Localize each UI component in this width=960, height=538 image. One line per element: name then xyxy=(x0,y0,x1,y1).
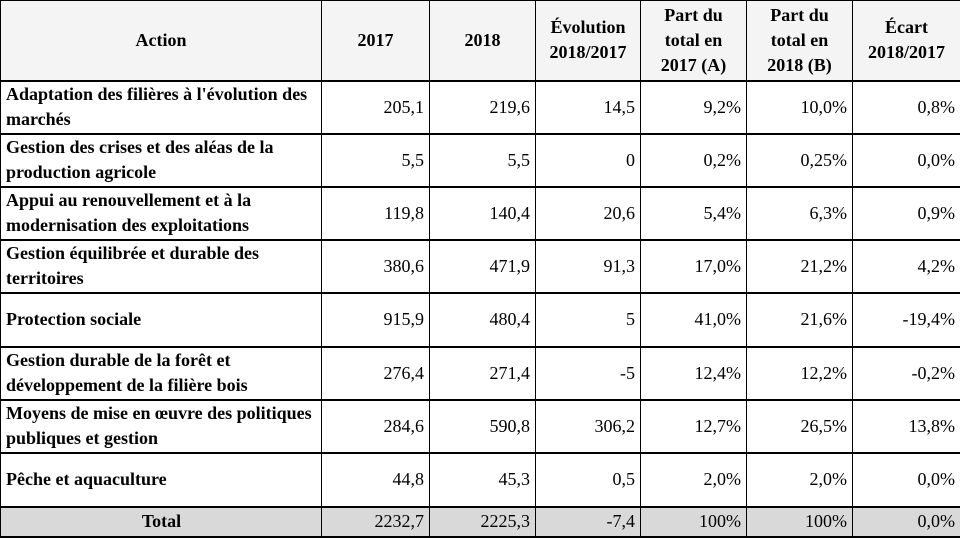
cell-value-2018: 219,6 xyxy=(430,81,536,134)
cell-value-2017: 380,6 xyxy=(322,240,430,293)
header-evolution: Évolution 2018/2017 xyxy=(536,1,641,81)
cell-ecart: -19,4% xyxy=(853,293,960,347)
total-value-2018: 2225,3 xyxy=(430,507,536,537)
cell-part-2017: 12,7% xyxy=(641,400,747,453)
total-ecart: 0,0% xyxy=(853,507,960,537)
header-ecart: Écart 2018/2017 xyxy=(853,1,960,81)
cell-evolution: 0,5 xyxy=(536,453,641,507)
total-part-2018: 100% xyxy=(747,507,853,537)
table-row: Appui au renouvellement et à la modernis… xyxy=(1,187,960,240)
header-part-2018: Part du total en 2018 (B) xyxy=(747,1,853,81)
total-value-2017: 2232,7 xyxy=(322,507,430,537)
header-2018: 2018 xyxy=(430,1,536,81)
table-row: Adaptation des filières à l'évolution de… xyxy=(1,81,960,134)
cell-value-2017: 119,8 xyxy=(322,187,430,240)
cell-ecart: 0,0% xyxy=(853,453,960,507)
cell-value-2017: 5,5 xyxy=(322,134,430,187)
cell-ecart: 0,0% xyxy=(853,134,960,187)
cell-value-2018: 140,4 xyxy=(430,187,536,240)
cell-value-2018: 271,4 xyxy=(430,347,536,400)
cell-value-2018: 45,3 xyxy=(430,453,536,507)
table-row: Gestion des crises et des aléas de la pr… xyxy=(1,134,960,187)
cell-part-2018: 6,3% xyxy=(747,187,853,240)
cell-part-2017: 41,0% xyxy=(641,293,747,347)
cell-action: Pêche et aquaculture xyxy=(1,453,322,507)
cell-ecart: 0,9% xyxy=(853,187,960,240)
cell-ecart: -0,2% xyxy=(853,347,960,400)
table-row: Gestion équilibrée et durable des territ… xyxy=(1,240,960,293)
cell-evolution: 5 xyxy=(536,293,641,347)
cell-value-2017: 284,6 xyxy=(322,400,430,453)
cell-part-2018: 10,0% xyxy=(747,81,853,134)
cell-part-2017: 5,4% xyxy=(641,187,747,240)
header-action: Action xyxy=(1,1,322,81)
cell-part-2017: 17,0% xyxy=(641,240,747,293)
cell-value-2017: 44,8 xyxy=(322,453,430,507)
header-part-2017: Part du total en 2017 (A) xyxy=(641,1,747,81)
header-row: Action 2017 2018 Évolution 2018/2017 Par… xyxy=(1,1,960,81)
cell-value-2017: 915,9 xyxy=(322,293,430,347)
header-2017: 2017 xyxy=(322,1,430,81)
cell-part-2017: 12,4% xyxy=(641,347,747,400)
cell-action: Protection sociale xyxy=(1,293,322,347)
cell-part-2018: 26,5% xyxy=(747,400,853,453)
total-action: Total xyxy=(1,507,322,537)
cell-value-2017: 205,1 xyxy=(322,81,430,134)
cell-action: Gestion des crises et des aléas de la pr… xyxy=(1,134,322,187)
cell-part-2018: 21,2% xyxy=(747,240,853,293)
cell-part-2017: 0,2% xyxy=(641,134,747,187)
cell-action: Gestion équilibrée et durable des territ… xyxy=(1,240,322,293)
cell-part-2018: 12,2% xyxy=(747,347,853,400)
total-part-2017: 100% xyxy=(641,507,747,537)
cell-part-2017: 9,2% xyxy=(641,81,747,134)
cell-evolution: -5 xyxy=(536,347,641,400)
cell-evolution: 14,5 xyxy=(536,81,641,134)
cell-action: Moyens de mise en œuvre des politiques p… xyxy=(1,400,322,453)
cell-evolution: 0 xyxy=(536,134,641,187)
cell-ecart: 13,8% xyxy=(853,400,960,453)
cell-evolution: 306,2 xyxy=(536,400,641,453)
cell-part-2018: 0,25% xyxy=(747,134,853,187)
table-row: Moyens de mise en œuvre des politiques p… xyxy=(1,400,960,453)
cell-action: Appui au renouvellement et à la modernis… xyxy=(1,187,322,240)
cell-value-2018: 5,5 xyxy=(430,134,536,187)
cell-action: Gestion durable de la forêt et développe… xyxy=(1,347,322,400)
cell-action: Adaptation des filières à l'évolution de… xyxy=(1,81,322,134)
cell-part-2018: 21,6% xyxy=(747,293,853,347)
cell-part-2017: 2,0% xyxy=(641,453,747,507)
cell-value-2017: 276,4 xyxy=(322,347,430,400)
cell-value-2018: 471,9 xyxy=(430,240,536,293)
cell-value-2018: 590,8 xyxy=(430,400,536,453)
cell-value-2018: 480,4 xyxy=(430,293,536,347)
table-row: Gestion durable de la forêt et développe… xyxy=(1,347,960,400)
total-evolution: -7,4 xyxy=(536,507,641,537)
cell-evolution: 91,3 xyxy=(536,240,641,293)
cell-ecart: 0,8% xyxy=(853,81,960,134)
cell-ecart: 4,2% xyxy=(853,240,960,293)
cell-evolution: 20,6 xyxy=(536,187,641,240)
cell-part-2018: 2,0% xyxy=(747,453,853,507)
